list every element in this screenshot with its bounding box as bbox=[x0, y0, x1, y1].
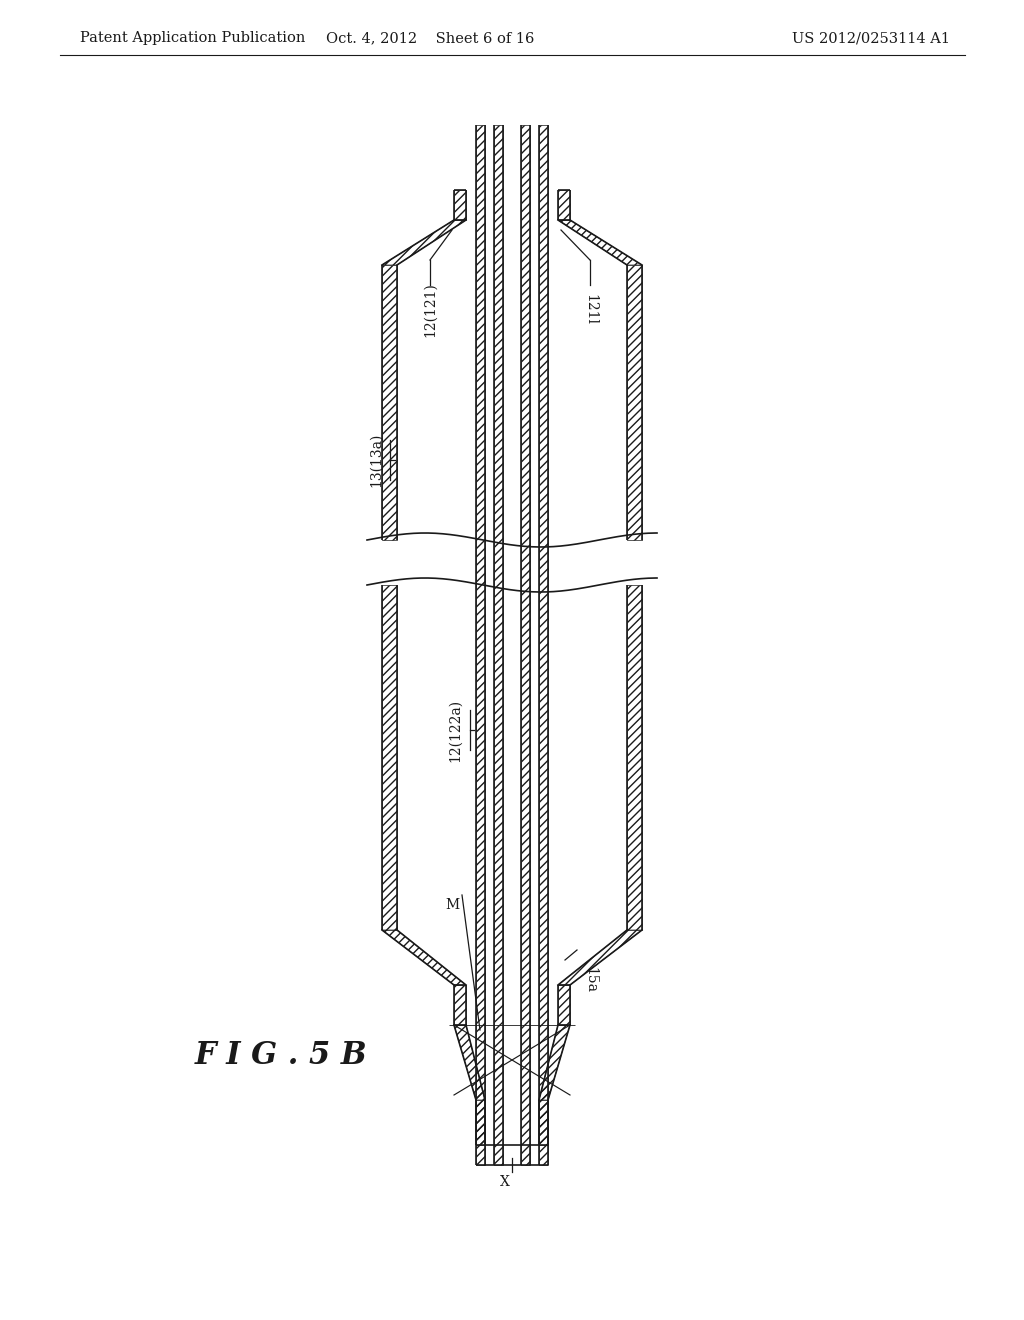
Bar bbox=[382, 265, 397, 540]
Text: F I G . 5 B: F I G . 5 B bbox=[195, 1040, 368, 1071]
Bar bbox=[476, 125, 485, 1166]
Bar bbox=[454, 190, 466, 220]
Bar bbox=[558, 190, 570, 220]
Bar bbox=[627, 585, 642, 931]
Bar bbox=[454, 985, 466, 1026]
Bar bbox=[627, 265, 642, 540]
Text: 13(13a): 13(13a) bbox=[369, 433, 383, 487]
Bar bbox=[382, 585, 397, 931]
Bar bbox=[539, 1100, 548, 1144]
Text: X: X bbox=[500, 1175, 510, 1189]
Text: Oct. 4, 2012    Sheet 6 of 16: Oct. 4, 2012 Sheet 6 of 16 bbox=[326, 30, 535, 45]
Bar bbox=[558, 985, 570, 1026]
Text: 12(121): 12(121) bbox=[423, 282, 437, 338]
Bar bbox=[539, 125, 548, 1166]
Text: US 2012/0253114 A1: US 2012/0253114 A1 bbox=[792, 30, 950, 45]
Text: M: M bbox=[445, 898, 459, 912]
Text: 12(122a): 12(122a) bbox=[449, 698, 462, 762]
Text: 121l: 121l bbox=[583, 294, 597, 326]
Bar bbox=[521, 125, 530, 1166]
Bar bbox=[476, 1100, 485, 1144]
Text: Patent Application Publication: Patent Application Publication bbox=[80, 30, 305, 45]
Text: 15a: 15a bbox=[583, 968, 597, 993]
Bar bbox=[494, 125, 503, 1166]
